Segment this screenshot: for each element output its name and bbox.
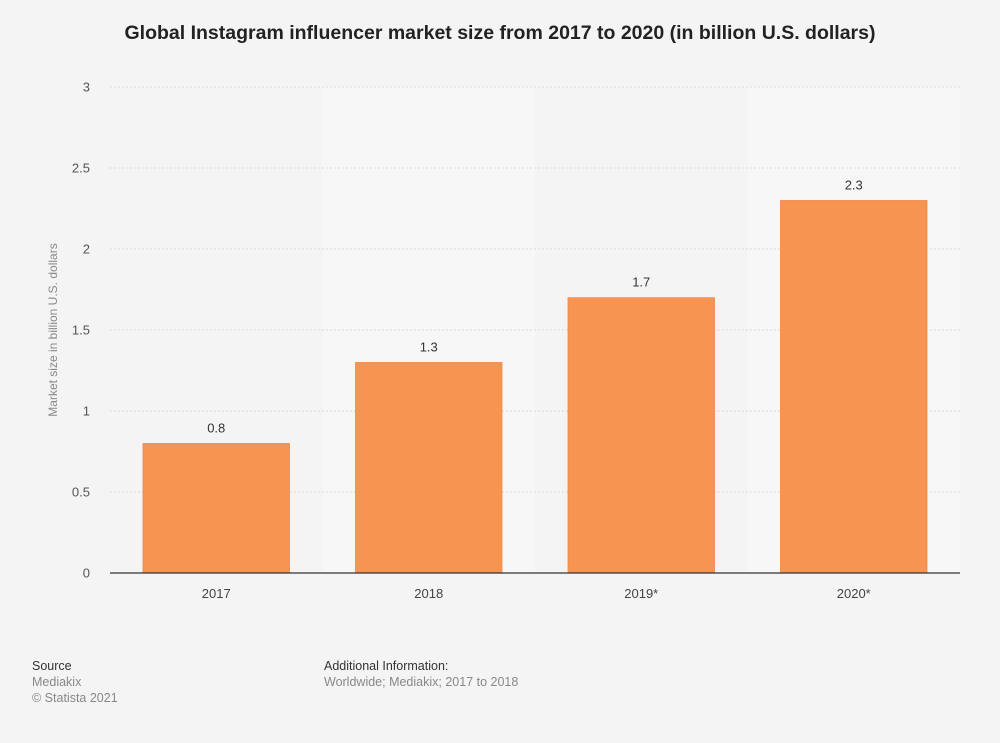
data-label: 0.8 bbox=[207, 420, 225, 435]
bar[interactable] bbox=[142, 443, 290, 574]
chart-title: Global Instagram influencer market size … bbox=[124, 22, 876, 44]
additional-info-heading: Additional Information: bbox=[324, 659, 449, 673]
source-block: Source Mediakix © Statista 2021 bbox=[32, 658, 118, 706]
y-tick-label: 0 bbox=[83, 566, 90, 581]
y-tick-label: 2 bbox=[83, 242, 90, 257]
x-category-label: 2017 bbox=[202, 586, 231, 601]
copyright: © Statista 2021 bbox=[32, 691, 118, 705]
x-category-label: 2018 bbox=[414, 586, 443, 601]
bar-chart: 0 0.5 1 1.5 2 2.5 3 0.8 2017 1.3 2018 1.7 2019* 2.3 20… bbox=[46, 80, 960, 602]
y-tick-label: 3 bbox=[83, 80, 90, 95]
data-label: 2.3 bbox=[845, 177, 863, 192]
labels: 0 0.5 1 1.5 2 2.5 3 0.8 2017 1.3 2018 1.7 2019* 2.3 20… bbox=[46, 80, 871, 602]
x-category-label: 2019* bbox=[624, 586, 658, 601]
bars bbox=[142, 200, 928, 574]
additional-info-text: Worldwide; Mediakix; 2017 to 2018 bbox=[324, 675, 519, 689]
bar[interactable] bbox=[780, 200, 928, 574]
x-category-label: 2020* bbox=[837, 586, 871, 601]
y-tick-label: 0.5 bbox=[72, 485, 90, 500]
source-heading: Source bbox=[32, 659, 72, 673]
y-tick-label: 1 bbox=[83, 404, 90, 419]
additional-info-block: Additional Information: Worldwide; Media… bbox=[324, 658, 518, 690]
y-axis-title: Market size in billion U.S. dollars bbox=[46, 243, 60, 416]
y-tick-label: 1.5 bbox=[72, 323, 90, 338]
source-name[interactable]: Mediakix bbox=[32, 675, 82, 689]
data-label: 1.7 bbox=[632, 275, 650, 290]
bar[interactable] bbox=[355, 362, 503, 574]
y-tick-label: 2.5 bbox=[72, 161, 90, 176]
bar[interactable] bbox=[567, 297, 715, 574]
data-label: 1.3 bbox=[420, 339, 438, 354]
